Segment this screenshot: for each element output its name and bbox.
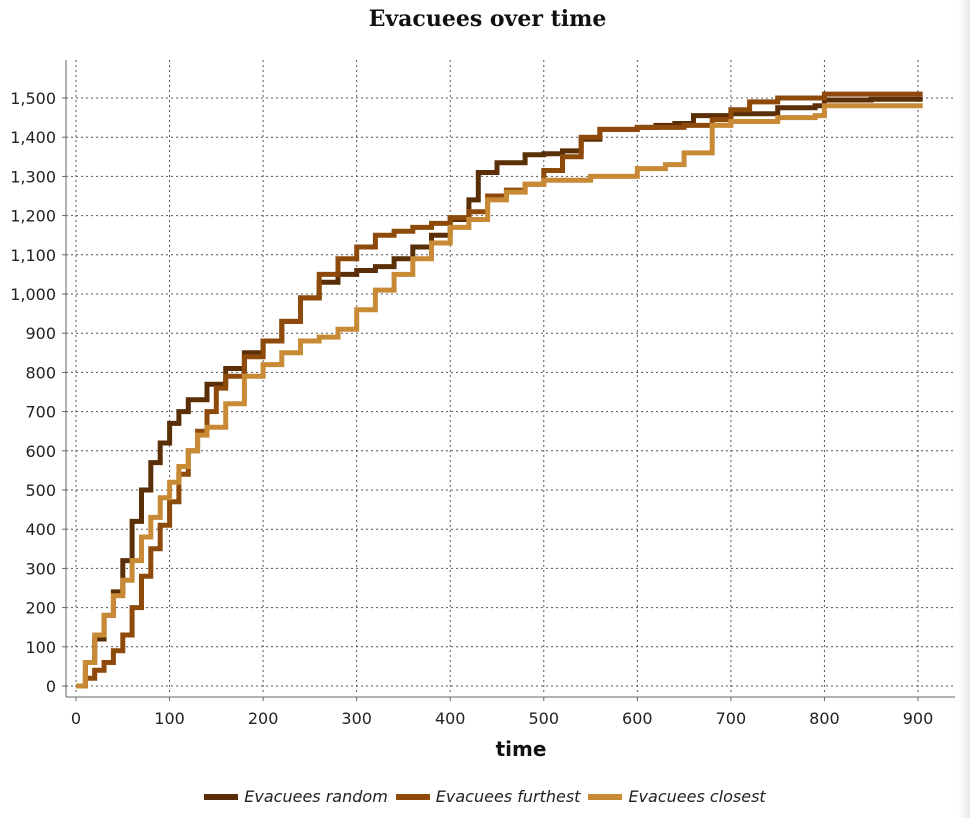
- x-tick-label: 600: [622, 709, 653, 728]
- legend-label: Evacuees random: [244, 787, 388, 806]
- y-tick-label: 300: [25, 559, 56, 578]
- y-tick-label: 400: [25, 520, 56, 539]
- legend-swatch: [204, 793, 239, 800]
- x-tick-label: 700: [716, 709, 747, 728]
- y-tick-label: 800: [25, 363, 56, 382]
- y-tick-label: 1,200: [10, 207, 56, 226]
- series-line-2: [76, 91, 923, 689]
- legend-item-1: Evacuees random: [204, 787, 388, 806]
- y-tick-label: 0: [46, 677, 56, 696]
- x-tick-label: 400: [435, 709, 466, 728]
- y-tick-label: 500: [25, 481, 56, 500]
- window-edge-shadow: [958, 0, 970, 818]
- series-line-1: [76, 96, 923, 689]
- y-tick-label: 1,300: [10, 167, 56, 186]
- legend-label: Evacuees closest: [628, 787, 766, 806]
- legend: Evacuees random Evacuees furthest Evacuees…: [0, 787, 970, 806]
- x-tick-label: 900: [903, 709, 934, 728]
- x-tick-label: 300: [341, 709, 372, 728]
- legend-swatch: [395, 793, 430, 800]
- legend-item-2: Evacuees furthest: [395, 787, 581, 806]
- legend-label: Evacuees furthest: [435, 787, 581, 806]
- x-tick-label: 100: [154, 709, 185, 728]
- x-tick-label: 0: [71, 709, 81, 728]
- y-tick-label: 600: [25, 442, 56, 461]
- y-tick-label: 1,000: [10, 285, 56, 304]
- y-tick-label: 1,500: [10, 89, 56, 108]
- y-tick-label: 200: [25, 599, 56, 618]
- y-tick-label: 700: [25, 403, 56, 422]
- plot-frame: 0 100 200 300 400 500 600 700 800 900 1,000 1,100 1,…: [10, 60, 955, 761]
- y-tick-label: 100: [25, 638, 56, 657]
- y-tick-label: 1,400: [10, 128, 56, 147]
- x-tick-label: 500: [529, 709, 560, 728]
- x-axis-title: time: [496, 737, 547, 761]
- series-line-3: [76, 103, 923, 689]
- x-tick-label: 800: [809, 709, 840, 728]
- chart-title: Evacuees over time: [368, 6, 607, 32]
- y-tick-label: 900: [25, 324, 56, 343]
- legend-swatch: [588, 793, 623, 800]
- x-tick-label: 200: [248, 709, 279, 728]
- y-tick-label: 1,100: [10, 246, 56, 265]
- legend-item-3: Evacuees closest: [588, 787, 766, 806]
